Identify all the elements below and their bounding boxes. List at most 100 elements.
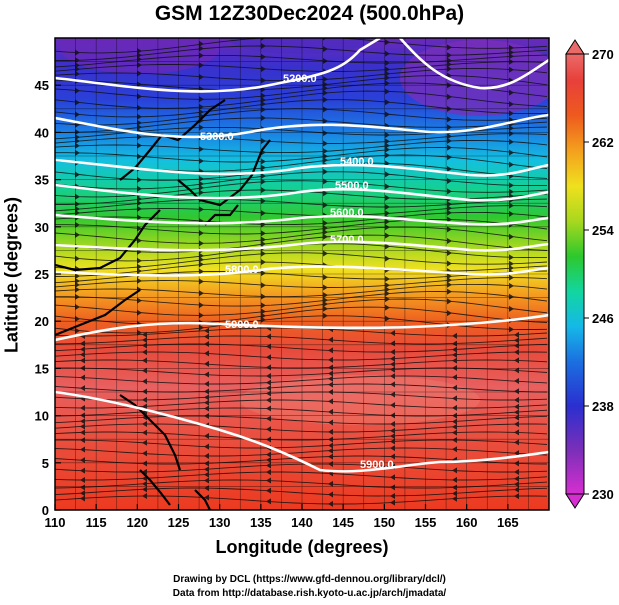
stream-arrow: [509, 260, 514, 267]
stream-arrow: [266, 385, 271, 392]
stream-arrow: [80, 404, 85, 411]
stream-arrow: [390, 438, 395, 445]
stream-arrow: [509, 182, 514, 189]
contour-5200-east: [399, 38, 549, 90]
stream-arrow: [447, 281, 452, 288]
colorbar-scale: [565, 53, 585, 495]
stream-arrow: [204, 405, 209, 412]
stream-arrow: [199, 40, 204, 47]
stream-arrow: [452, 446, 457, 453]
stream-arrow: [447, 116, 452, 123]
stream-arrow: [75, 277, 80, 284]
streamline: [55, 463, 548, 473]
stream-arrow: [385, 232, 390, 239]
stream-arrow: [80, 429, 85, 436]
stream-arrow: [199, 180, 204, 187]
stream-arrow: [261, 92, 266, 99]
y-tick-label: 25: [35, 267, 49, 282]
stream-arrow: [75, 206, 80, 213]
y-tick-label: 20: [35, 314, 49, 329]
stream-arrow: [142, 429, 147, 436]
stream-arrow: [204, 341, 209, 348]
contour-label: 5700.0: [330, 234, 364, 246]
stream-arrow: [75, 70, 80, 77]
stream-arrow: [385, 74, 390, 81]
y-tick-label: 0: [42, 503, 49, 518]
stream-arrow: [390, 361, 395, 368]
stream-arrow: [261, 187, 266, 194]
stream-arrow: [204, 360, 209, 367]
stream-arrow: [390, 492, 395, 499]
stream-arrow: [142, 439, 147, 446]
stream-arrow: [261, 65, 266, 72]
stream-arrow: [514, 486, 519, 493]
stream-arrow: [199, 158, 204, 165]
stream-arrow: [80, 484, 85, 491]
stream-arrow: [137, 70, 142, 77]
stream-arrow: [261, 270, 266, 277]
stream-arrow: [204, 443, 209, 450]
stream-arrow: [390, 484, 395, 491]
stream-arrow: [137, 329, 142, 336]
stream-arrow: [199, 256, 204, 263]
stream-arrow: [323, 229, 328, 236]
y-tick-label: 45: [35, 78, 49, 93]
stream-arrow: [509, 233, 514, 240]
stream-arrow: [75, 273, 80, 280]
stream-arrow: [137, 277, 142, 284]
stream-arrow: [390, 420, 395, 427]
stream-arrow: [385, 183, 390, 190]
stream-arrow: [323, 305, 328, 312]
x-tick-label: 145: [332, 515, 354, 530]
stream-arrow: [137, 142, 142, 149]
stream-arrow: [452, 357, 457, 364]
stream-arrow: [514, 388, 519, 395]
contour-5600: [55, 213, 549, 226]
stream-arrow: [452, 374, 457, 381]
stream-arrow: [80, 365, 85, 372]
stream-arrow: [514, 481, 519, 488]
stream-arrow: [452, 476, 457, 483]
stream-arrow: [199, 206, 204, 213]
stream-arrow: [323, 118, 328, 125]
stream-arrow: [199, 146, 204, 153]
streamline: [55, 335, 548, 345]
streamline: [55, 471, 548, 481]
stream-arrow: [199, 52, 204, 59]
stream-arrow: [199, 290, 204, 297]
stream-arrow: [390, 427, 395, 434]
streamline: [55, 479, 548, 489]
stream-arrow: [199, 324, 204, 331]
streamline: [55, 383, 548, 393]
stream-arrow: [75, 286, 80, 293]
stream-arrow: [390, 355, 395, 362]
stream-arrow: [323, 148, 328, 155]
stream-arrow: [75, 62, 80, 69]
stream-arrow: [385, 80, 390, 87]
stream-arrow: [385, 210, 390, 217]
stream-arrow: [514, 331, 519, 338]
stream-arrow: [385, 315, 390, 322]
stream-arrow: [447, 226, 452, 233]
stream-arrow: [199, 312, 204, 319]
stream-arrow: [199, 175, 204, 182]
stream-arrow: [509, 149, 514, 156]
stream-arrow: [385, 50, 390, 57]
contour-5400: [55, 158, 549, 177]
streamline: [55, 415, 548, 425]
stream-arrow: [509, 293, 514, 300]
x-tick-label: 130: [209, 515, 231, 530]
stream-arrow: [385, 111, 390, 118]
stream-arrow: [261, 158, 266, 165]
stream-arrow: [266, 487, 271, 494]
stream-arrow: [80, 385, 85, 392]
stream-arrow: [323, 312, 328, 319]
stream-arrow: [328, 347, 333, 354]
streamline: [55, 495, 548, 505]
contour-label: 5300.0: [200, 131, 234, 143]
streamline: [55, 431, 548, 441]
stream-arrow: [261, 312, 266, 319]
stream-arrow: [261, 97, 266, 104]
stream-arrow: [385, 275, 390, 282]
stream-arrow: [142, 450, 147, 457]
